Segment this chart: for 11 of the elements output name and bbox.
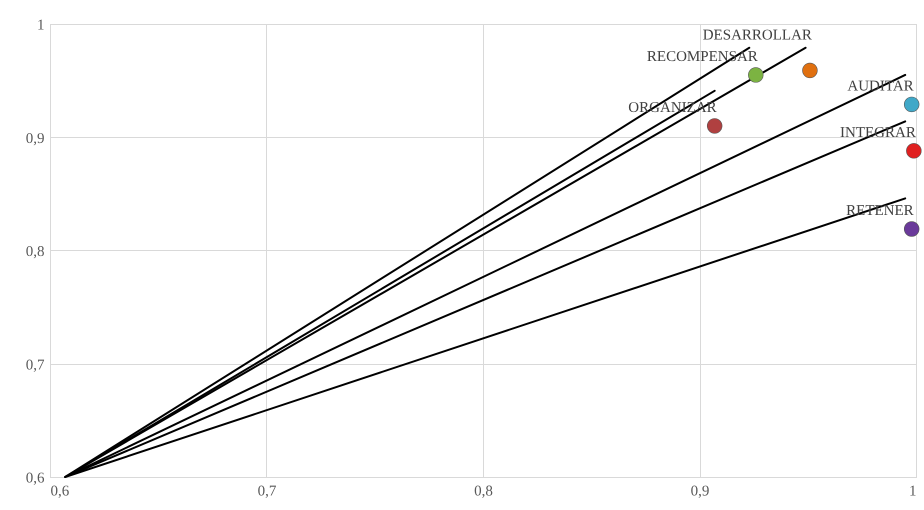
x-tick-label: 0,7 (258, 484, 277, 500)
y-tick-label: 0,6 (26, 470, 45, 486)
y-tick-label: 0,7 (26, 357, 45, 374)
x-tick-label: 0,9 (690, 484, 710, 500)
y-tick-label: 1 (37, 18, 44, 34)
y-tick-label: 0,9 (26, 130, 44, 147)
x-tick-label: 1 (909, 484, 916, 500)
series-label: DESARROLLAR (702, 27, 812, 44)
x-tick-label: 0,6 (50, 484, 70, 500)
y-tick-label: 0,8 (26, 244, 44, 260)
x-tick-label: 0,8 (474, 484, 493, 500)
